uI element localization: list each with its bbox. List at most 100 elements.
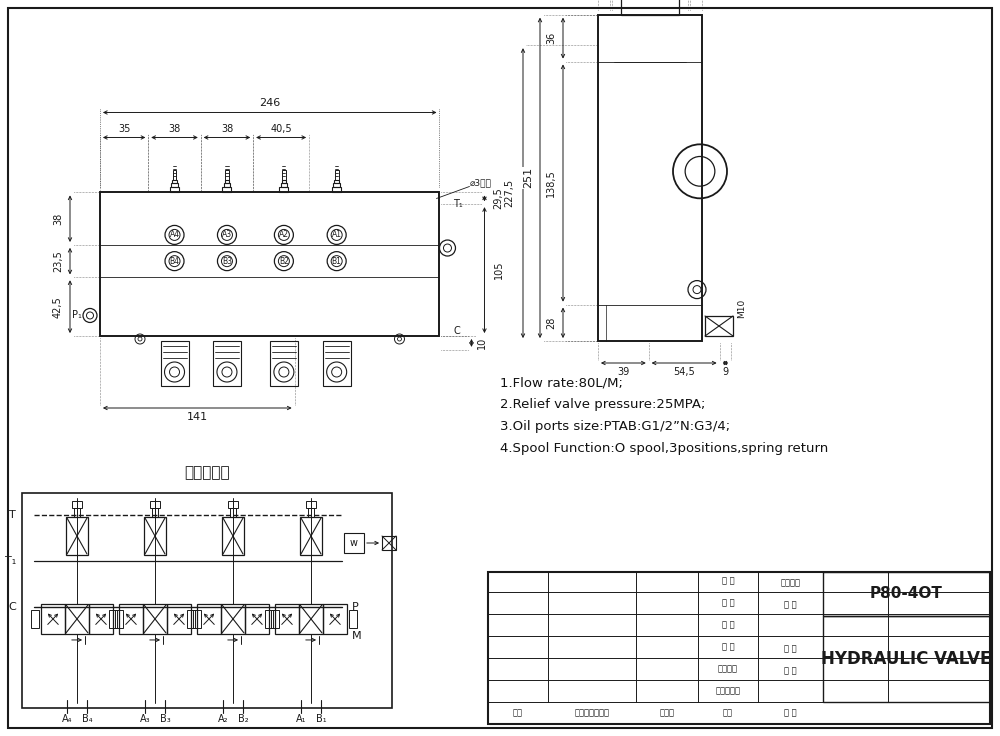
Bar (187, 610, 195, 628)
Text: 9: 9 (722, 367, 728, 377)
Bar (31, 610, 39, 628)
Text: T: T (9, 510, 16, 520)
Bar (323, 604, 347, 634)
Text: ⌀3通孔: ⌀3通孔 (469, 178, 491, 187)
Bar (823, 572, 990, 616)
Text: 10: 10 (476, 337, 486, 349)
Bar (598, 15, 702, 341)
Text: C: C (453, 326, 460, 336)
Text: 246: 246 (259, 99, 280, 108)
Bar (172, 180, 177, 183)
Text: B2: B2 (279, 257, 289, 266)
Text: 4.Spool Function:O spool,3positions,spring return: 4.Spool Function:O spool,3positions,spri… (500, 442, 828, 455)
Bar (281, 183, 287, 188)
Text: 工艺检查: 工艺检查 (718, 665, 738, 673)
Text: 28: 28 (546, 316, 556, 329)
Bar (279, 188, 288, 193)
Bar (171, 183, 178, 188)
Bar (170, 188, 179, 193)
Text: 液压原理图: 液压原理图 (184, 465, 230, 481)
Text: T₁: T₁ (5, 556, 16, 566)
Bar (221, 604, 245, 634)
Text: B₂: B₂ (238, 714, 248, 724)
Bar (488, 572, 990, 724)
Text: 设 计: 设 计 (722, 576, 734, 586)
Bar (308, 508, 314, 517)
Text: 校 对: 校 对 (722, 643, 734, 651)
Text: 38: 38 (168, 124, 181, 135)
Bar (161, 341, 189, 386)
Text: 描 图: 描 图 (722, 620, 734, 629)
Bar (41, 604, 65, 634)
Text: 39: 39 (617, 367, 629, 377)
Text: 35: 35 (118, 124, 130, 135)
Bar (333, 183, 340, 188)
Text: B3: B3 (222, 257, 232, 266)
Bar (143, 604, 167, 634)
Bar (823, 616, 990, 702)
Text: 图样标记: 图样标记 (780, 578, 800, 587)
Bar (382, 536, 396, 550)
Text: P80-4OT: P80-4OT (870, 587, 943, 601)
Bar (349, 610, 357, 628)
Text: 标准化检查: 标准化检查 (716, 687, 740, 696)
Text: 227,5: 227,5 (504, 179, 514, 208)
Text: B₁: B₁ (316, 714, 326, 724)
Text: 第 级: 第 级 (784, 667, 797, 676)
Bar (621, 0, 679, 15)
Text: M10: M10 (737, 298, 746, 318)
Text: 审 核: 审 核 (784, 709, 797, 718)
Bar (197, 604, 221, 634)
Bar (119, 604, 143, 634)
Text: B4: B4 (170, 257, 180, 266)
Text: 3.Oil ports size:PTAB:G1/2”N:G3/4;: 3.Oil ports size:PTAB:G1/2”N:G3/4; (500, 420, 730, 433)
Bar (100, 193, 439, 336)
Text: 重 量: 重 量 (784, 601, 797, 609)
Bar (265, 610, 273, 628)
Text: B₄: B₄ (82, 714, 92, 724)
Bar (152, 508, 158, 517)
Bar (66, 517, 88, 555)
Bar (150, 501, 160, 508)
Bar (22, 493, 392, 708)
Text: 29,5: 29,5 (493, 188, 503, 209)
Text: A₂: A₂ (218, 714, 228, 724)
Text: 105: 105 (493, 261, 503, 280)
Bar (270, 341, 298, 386)
Text: B₃: B₃ (160, 714, 170, 724)
Text: 类 别: 类 别 (784, 645, 797, 654)
Bar (300, 517, 322, 555)
Bar (222, 517, 244, 555)
Bar (323, 341, 351, 386)
Text: A₃: A₃ (140, 714, 150, 724)
Text: 23,5: 23,5 (53, 250, 63, 272)
Text: P₁: P₁ (72, 311, 82, 320)
Bar (144, 517, 166, 555)
Bar (72, 501, 82, 508)
Text: 42,5: 42,5 (53, 296, 63, 317)
Bar (65, 604, 89, 634)
Text: 更改人: 更改人 (660, 709, 674, 718)
Bar (275, 604, 299, 634)
Text: A3: A3 (222, 230, 232, 239)
Text: w: w (350, 538, 358, 548)
Bar (225, 180, 229, 183)
Bar (115, 610, 123, 628)
Bar (109, 610, 117, 628)
Text: B1: B1 (332, 257, 342, 266)
Bar (89, 604, 113, 634)
Bar (193, 610, 201, 628)
Bar (225, 169, 229, 180)
Bar (335, 169, 339, 180)
Text: 更改内容或依据: 更改内容或依据 (574, 709, 610, 718)
Bar (705, 316, 733, 336)
Text: 36: 36 (546, 32, 556, 44)
Bar (282, 169, 286, 180)
Bar (344, 533, 364, 553)
Text: 251: 251 (523, 167, 533, 188)
Bar (230, 508, 236, 517)
Bar (334, 180, 339, 183)
Text: 标记: 标记 (513, 709, 523, 718)
Bar (228, 501, 238, 508)
Text: 制 图: 制 图 (722, 598, 734, 607)
